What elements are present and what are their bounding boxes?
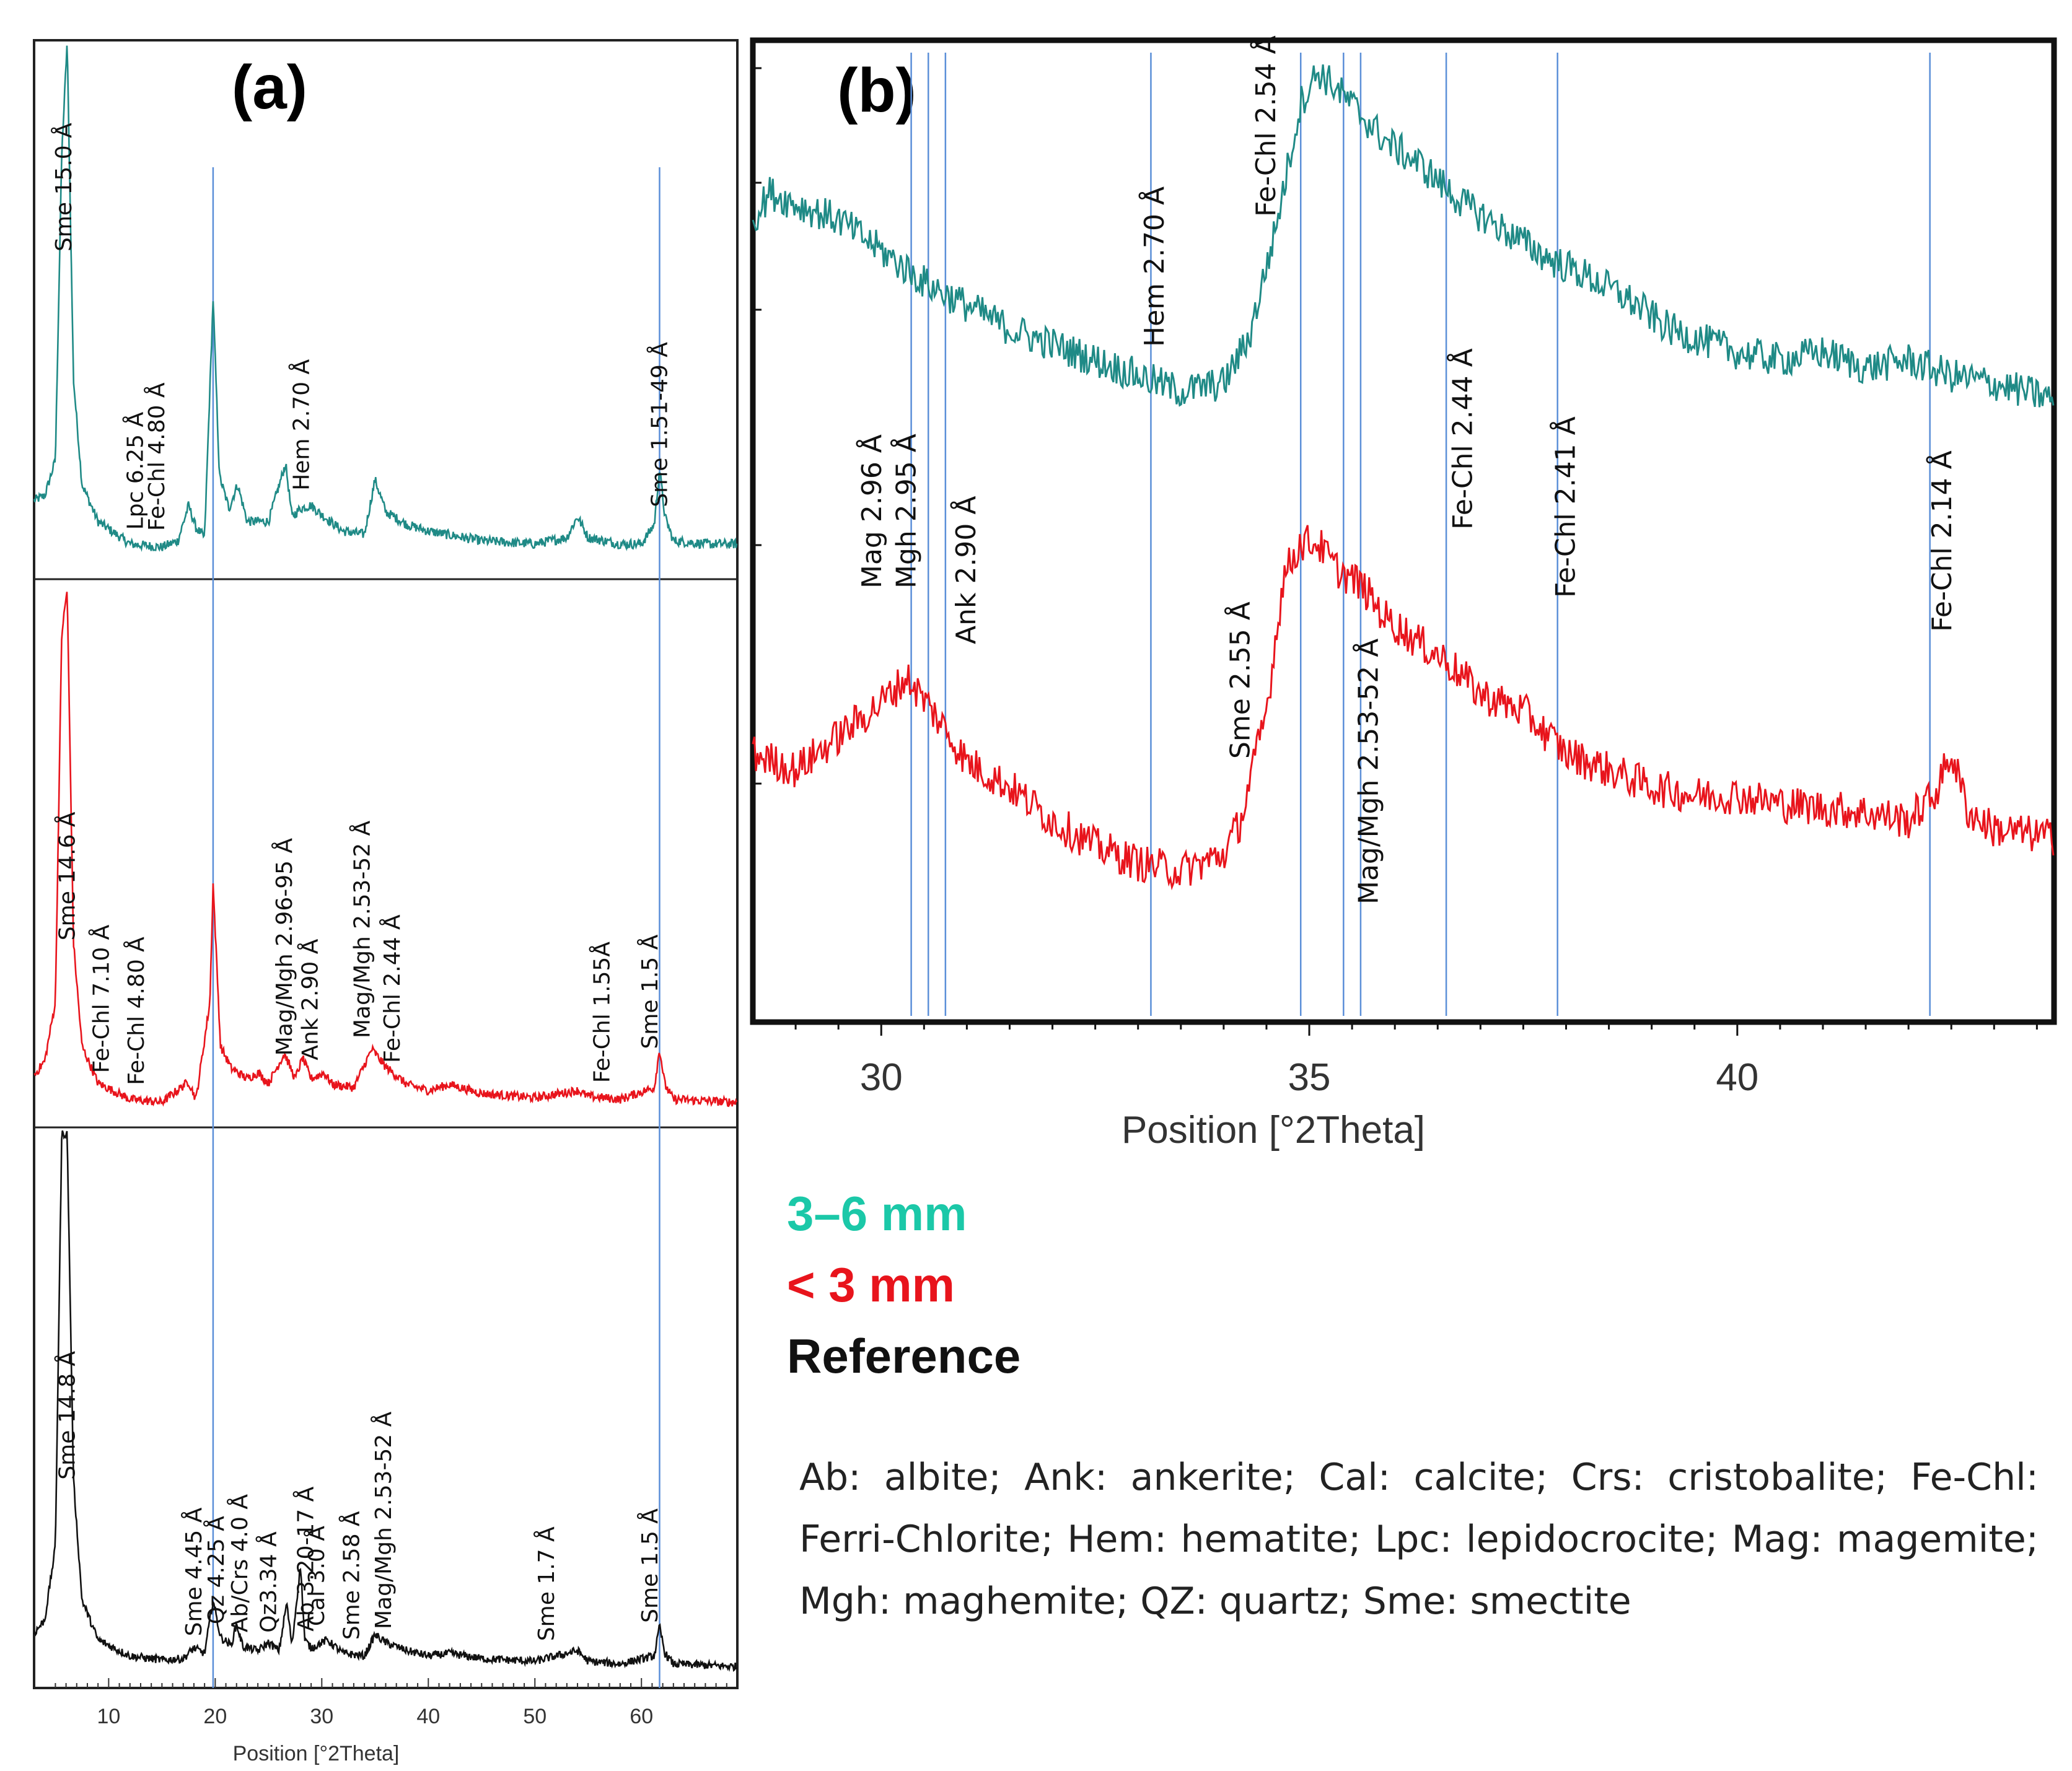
x-tick-label-b: 40 [1716, 1056, 1758, 1099]
peak-label-a: Fe-Chl 4.80 Å [123, 937, 149, 1085]
panel-b-y-ticks [753, 67, 762, 785]
peak-label-b: Fe-Chl 2.44 Å [1446, 348, 1479, 530]
peak-label-a: Sme 1.5 Å [636, 934, 663, 1049]
peak-label-b: Fe-Chl 2.54 Å [1249, 35, 1282, 217]
legend-label-3-6mm: 3–6 mm [787, 1186, 967, 1241]
peak-label-a: Mag/Mgh 2.96-95 Å [271, 838, 297, 1056]
peak-label-a: Fe-Chl 2.44 Å [379, 914, 405, 1063]
panel-a-reference-lines [212, 167, 661, 1688]
peak-label-a: Sme 1.7 Å [533, 1526, 560, 1641]
x-tick-label-a: 30 [310, 1705, 333, 1728]
panel-b-x-axis-title: Position [°2Theta] [1122, 1109, 1425, 1152]
abbreviation-caption: Ab: albite; Ank: ankerite; Cal: calcite;… [799, 1456, 2039, 1623]
peak-label-a: Fe-Chl 4.80 Å [143, 382, 170, 531]
series-line-b-1 [752, 525, 2055, 891]
peak-label-a: Sme 4.45 Å [180, 1507, 207, 1636]
peak-label-a: Sme 14.6 Å [53, 811, 80, 940]
x-tick-label-a: 10 [97, 1705, 120, 1728]
peak-label-a: Sme 1.5 Å [636, 1508, 663, 1623]
x-tick-label-a: 20 [203, 1705, 227, 1728]
panel-b: (b) Fe-Chl 2.54 Å Hem 2.70 Å Fe-Chl 2.44 Å… [750, 35, 2057, 1152]
panel-b-label: (b) [837, 56, 916, 125]
peak-label-a: Cal 3.0 Å [303, 1526, 330, 1626]
legend-red: < 3 mm [787, 1261, 955, 1309]
peak-label-a: Lpc 6.25 Å [121, 412, 148, 530]
peak-label-b: Mag/Mgh 2.53-52 Å [1352, 639, 1385, 904]
peak-label-b: Sme 2.55 Å [1223, 601, 1256, 759]
peak-label-a: Ab/Crs 4.0 Å [226, 1494, 253, 1632]
peak-label-b: Mag 2.96 Å [855, 434, 888, 588]
legend-label-reference: Reference [787, 1329, 1021, 1383]
peak-label-b: Hem 2.70 Å [1138, 186, 1170, 347]
panel-b-series [752, 64, 2055, 891]
x-tick-label-a: 40 [416, 1705, 440, 1728]
series-line-a-2 [33, 1130, 738, 1672]
peak-label-a: Sme 1.51-49 Å [646, 342, 673, 507]
peak-label-a: Sme 14.8 Å [53, 1351, 80, 1480]
panel-a-label: (a) [232, 53, 307, 122]
panel-b-x-axis: 30 35 40 [794, 1022, 2038, 1099]
panel-b-peak-labels: Fe-Chl 2.54 Å Hem 2.70 Å Fe-Chl 2.44 Å Mag … [855, 35, 1958, 904]
x-tick-label-b: 30 [860, 1056, 903, 1099]
panel-b-frame [750, 37, 2057, 1025]
panel-a-x-axis: 10 20 30 40 50 60 [55, 1678, 727, 1728]
peak-label-a: Qz3.34 Å [255, 1531, 281, 1633]
x-tick-label-a: 50 [523, 1705, 547, 1728]
peak-label-b: Fe-Chl 2.41 Å [1548, 416, 1581, 598]
peak-label-b: Fe-Chl 2.14 Å [1925, 450, 1958, 632]
x-tick-label-b: 35 [1288, 1056, 1331, 1099]
series-line-b-0 [752, 64, 2055, 408]
legend-black: Reference [787, 1332, 1021, 1380]
panel-a-x-axis-title: Position [°2Theta] [233, 1742, 400, 1765]
peak-label-a: Sme 15.0 Å [50, 123, 77, 251]
series-line-a-1 [33, 592, 738, 1108]
peak-label-a: Qz 4.25 Å [203, 1516, 229, 1624]
legend-label-lt-3mm: < 3 mm [787, 1257, 955, 1312]
peak-label-a: Ank 2.90 Å [296, 938, 323, 1060]
peak-label-a: Hem 2.70 Å [288, 359, 315, 490]
peak-label-a: Ab 3.20-17 Å [292, 1486, 319, 1631]
panel-a-frame [33, 39, 739, 1689]
peak-label-b: Mgh 2.95 Å [890, 434, 923, 588]
peak-label-a: Sme 2.58 Å [338, 1511, 365, 1640]
panel-a-series [33, 45, 738, 1672]
x-tick-label-a: 60 [630, 1705, 653, 1728]
peak-label-a: Fe-Chl 1.55Å [589, 942, 615, 1083]
peak-label-a: Fe-Chl 7.10 Å [87, 924, 114, 1073]
series-line-a-0 [33, 45, 738, 553]
peak-label-a: Mag/Mgh 2.53-52 Å [370, 1411, 397, 1629]
peak-label-a: Mag/Mgh 2.53-52 Å [349, 820, 375, 1038]
peak-label-b: Ank 2.90 Å [949, 496, 982, 644]
legend-green: 3–6 mm [787, 1189, 967, 1238]
